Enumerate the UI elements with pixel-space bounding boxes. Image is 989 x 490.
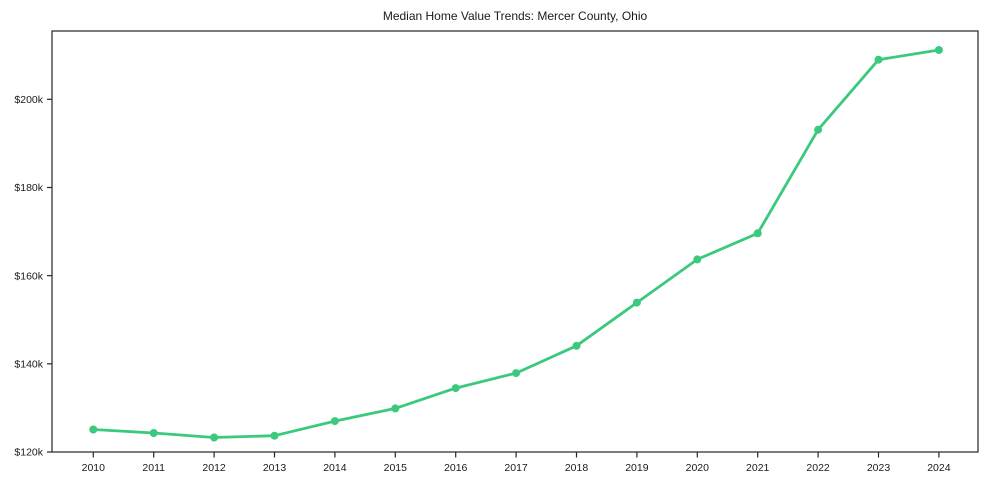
data-point-marker xyxy=(210,433,219,442)
x-tick-label: 2024 xyxy=(927,462,951,474)
data-point-marker xyxy=(753,229,762,238)
x-tick-label: 2012 xyxy=(202,462,226,474)
y-tick-label: $120k xyxy=(14,447,43,459)
x-tick-label: 2023 xyxy=(867,462,891,474)
data-point-marker xyxy=(451,384,460,393)
x-tick-label: 2016 xyxy=(444,462,468,474)
data-point-marker xyxy=(89,425,98,434)
data-point-marker xyxy=(632,298,641,307)
data-point-marker xyxy=(330,417,339,426)
x-tick-label: 2021 xyxy=(746,462,770,474)
x-tick-label: 2019 xyxy=(625,462,649,474)
data-point-marker xyxy=(874,55,883,64)
chart-title: Median Home Value Trends: Mercer County,… xyxy=(383,9,648,23)
data-point-marker xyxy=(814,125,823,134)
x-tick-label: 2010 xyxy=(82,462,106,474)
y-tick-label: $160k xyxy=(14,270,43,282)
y-tick-label: $180k xyxy=(14,182,43,194)
x-tick-label: 2014 xyxy=(323,462,347,474)
x-tick-label: 2013 xyxy=(263,462,287,474)
data-point-marker xyxy=(934,46,943,54)
x-tick-label: 2018 xyxy=(565,462,589,474)
data-point-marker xyxy=(149,429,158,437)
x-tick-label: 2015 xyxy=(384,462,408,474)
trend-line xyxy=(91,48,941,439)
x-tick-label: 2020 xyxy=(686,462,710,474)
data-point-marker xyxy=(391,404,400,413)
x-tick-label: 2017 xyxy=(504,462,528,474)
x-tick-label: 2011 xyxy=(142,462,165,474)
plot-border xyxy=(51,30,979,453)
y-tick-label: $200k xyxy=(14,94,43,106)
plot-area: $120k $140k $160k $180k $200k 2010 2011 2012 201… xyxy=(14,30,979,474)
data-point-marker xyxy=(512,369,521,378)
data-point-marker xyxy=(270,431,279,440)
data-point-marker xyxy=(693,255,702,264)
y-tick-label: $140k xyxy=(14,358,43,370)
x-tick-label: 2022 xyxy=(806,462,830,474)
data-point-marker xyxy=(572,341,581,350)
